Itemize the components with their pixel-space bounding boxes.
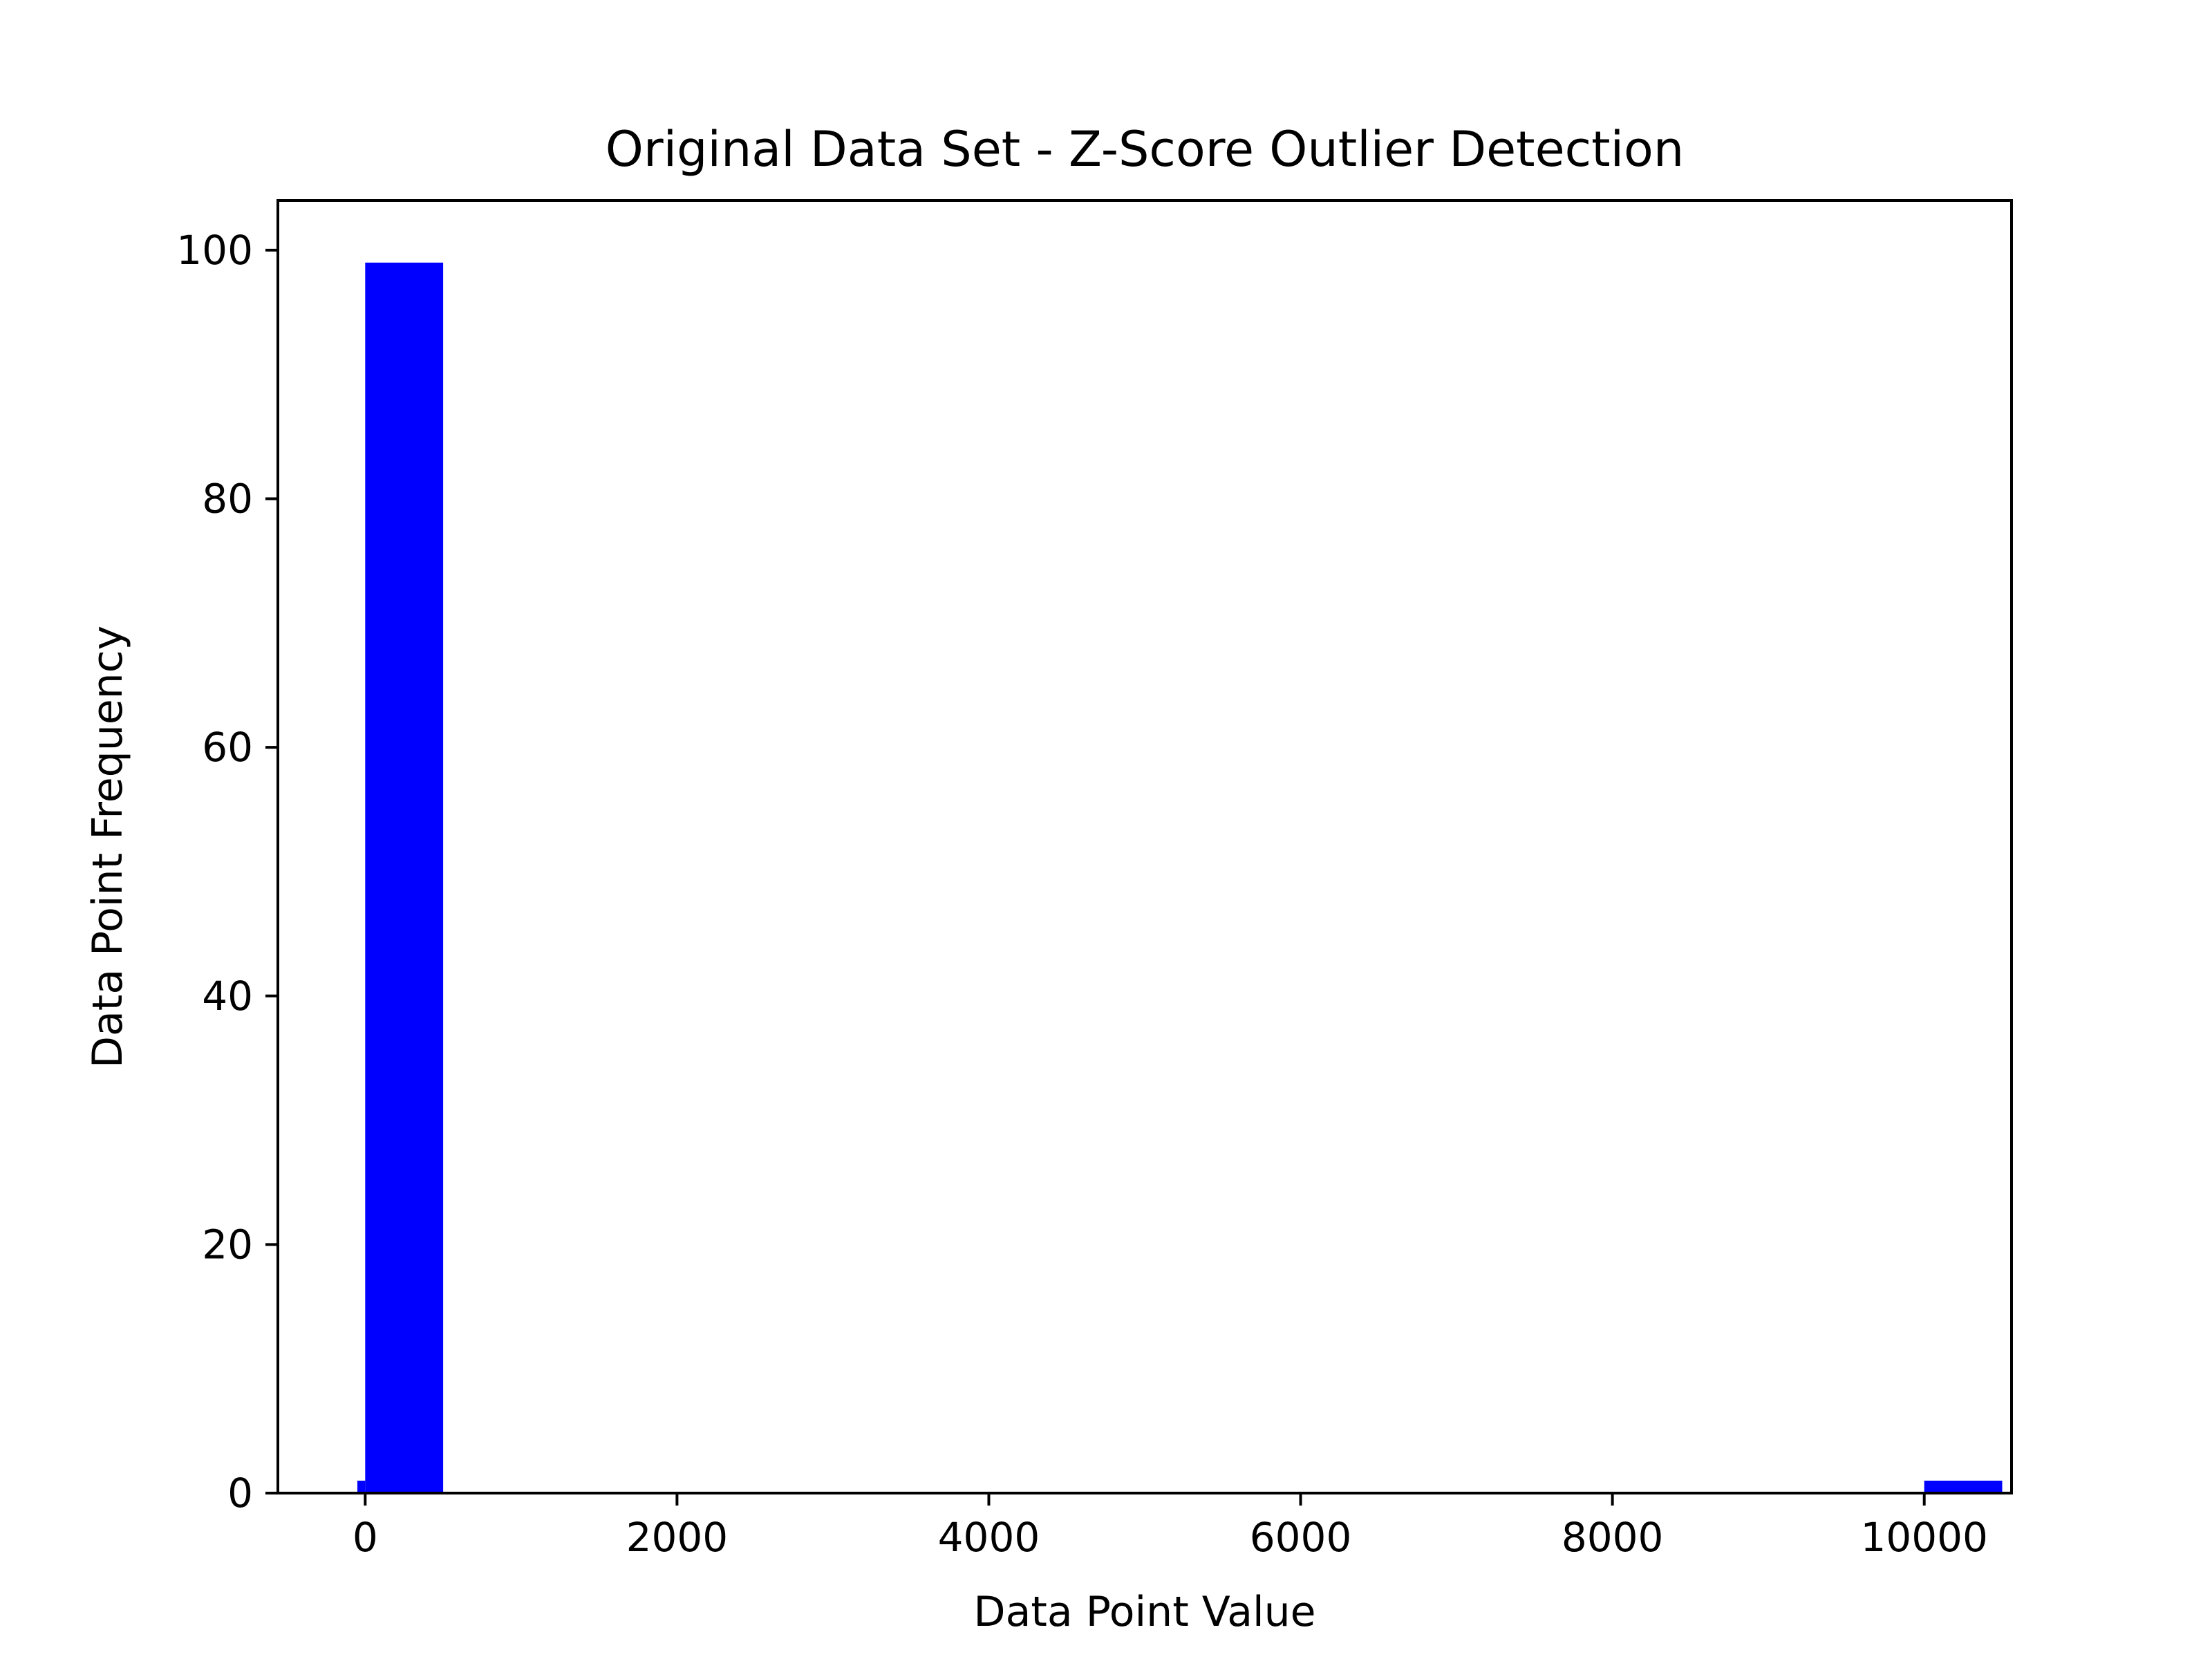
plot-area-frame bbox=[276, 199, 2013, 1494]
histogram-bar bbox=[357, 1481, 366, 1493]
y-axis-label: Data Point Frequency bbox=[84, 626, 132, 1068]
x-tick-label: 10000 bbox=[1860, 1514, 1988, 1561]
y-tick-label: 0 bbox=[227, 1470, 253, 1517]
y-tick-label: 60 bbox=[202, 724, 253, 771]
bars-layer bbox=[357, 262, 2003, 1493]
y-tick-label: 40 bbox=[202, 973, 253, 1020]
x-axis: 0 2000 4000 6000 8000 10000 bbox=[353, 1493, 1988, 1561]
x-tick-label: 0 bbox=[353, 1514, 378, 1561]
x-axis-label: Data Point Value bbox=[973, 1588, 1315, 1636]
histogram-bar bbox=[1924, 1481, 2003, 1493]
y-tick-label: 20 bbox=[202, 1221, 253, 1268]
x-tick-label: 6000 bbox=[1250, 1514, 1352, 1561]
x-tick-label: 8000 bbox=[1562, 1514, 1664, 1561]
chart-title: Original Data Set - Z-Score Outlier Dete… bbox=[606, 121, 1685, 178]
y-tick-label: 100 bbox=[176, 227, 253, 274]
histogram-bar bbox=[365, 262, 444, 1493]
x-tick-label: 2000 bbox=[626, 1514, 729, 1561]
y-tick-label: 80 bbox=[202, 476, 253, 523]
y-axis: 0 20 40 60 80 100 bbox=[176, 227, 278, 1517]
x-tick-label: 4000 bbox=[938, 1514, 1040, 1561]
